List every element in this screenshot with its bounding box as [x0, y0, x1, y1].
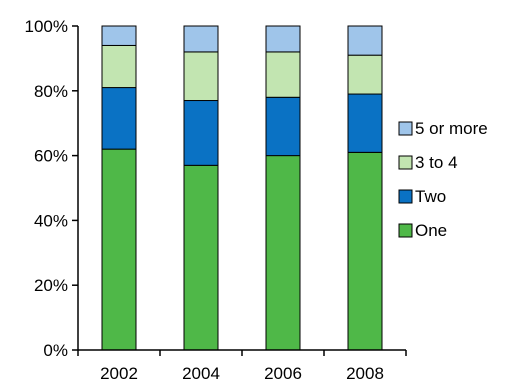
bar-2008-series-3 [347, 25, 383, 56]
bar-2008-series-1 [347, 93, 383, 153]
legend-swatch-0 [398, 223, 413, 238]
y-ticks-group: 0% 20% 40% 60% 80% 100% [25, 17, 78, 360]
legend-swatch-2 [398, 155, 413, 170]
legend-swatch-3 [398, 121, 413, 136]
legend-label-1: Two [415, 187, 446, 206]
y-tick-label: 0% [43, 341, 68, 360]
bar-2006-series-1 [265, 96, 301, 157]
bar-2004-series-1 [183, 100, 219, 166]
legend: 5 or more 3 to 4 Two One [398, 119, 488, 240]
bar-2004-series-2 [183, 51, 219, 102]
bar-2008-series-0 [347, 151, 383, 351]
bar-2006-series-3 [265, 25, 301, 53]
legend-swatch-1 [398, 189, 413, 204]
bar-2004-series-0 [183, 164, 219, 351]
bar-2002-series-3 [101, 25, 137, 46]
bar-2002-series-1 [101, 87, 137, 150]
x-tick-label: 2002 [100, 364, 138, 383]
y-tick-label: 80% [34, 82, 68, 101]
x-tick-label: 2008 [346, 364, 384, 383]
bar-2004-series-3 [183, 25, 219, 53]
y-tick-label: 60% [34, 147, 68, 166]
bars-group [101, 25, 383, 351]
y-tick-label: 40% [34, 211, 68, 230]
x-tick-label: 2006 [264, 364, 302, 383]
legend-label-2: 3 to 4 [415, 153, 458, 172]
bar-2002-series-2 [101, 44, 137, 89]
bar-2006-series-2 [265, 51, 301, 98]
legend-label-3: 5 or more [415, 119, 488, 138]
y-tick-label: 20% [34, 276, 68, 295]
bar-2006-series-0 [265, 155, 301, 351]
y-tick-label: 100% [25, 17, 68, 36]
legend-label-0: One [415, 221, 447, 240]
x-ticks-group: 2002 2004 2006 2008 [77, 350, 407, 383]
bar-2008-series-2 [347, 54, 383, 95]
bar-2002-series-0 [101, 148, 137, 351]
x-tick-label: 2004 [182, 364, 220, 383]
